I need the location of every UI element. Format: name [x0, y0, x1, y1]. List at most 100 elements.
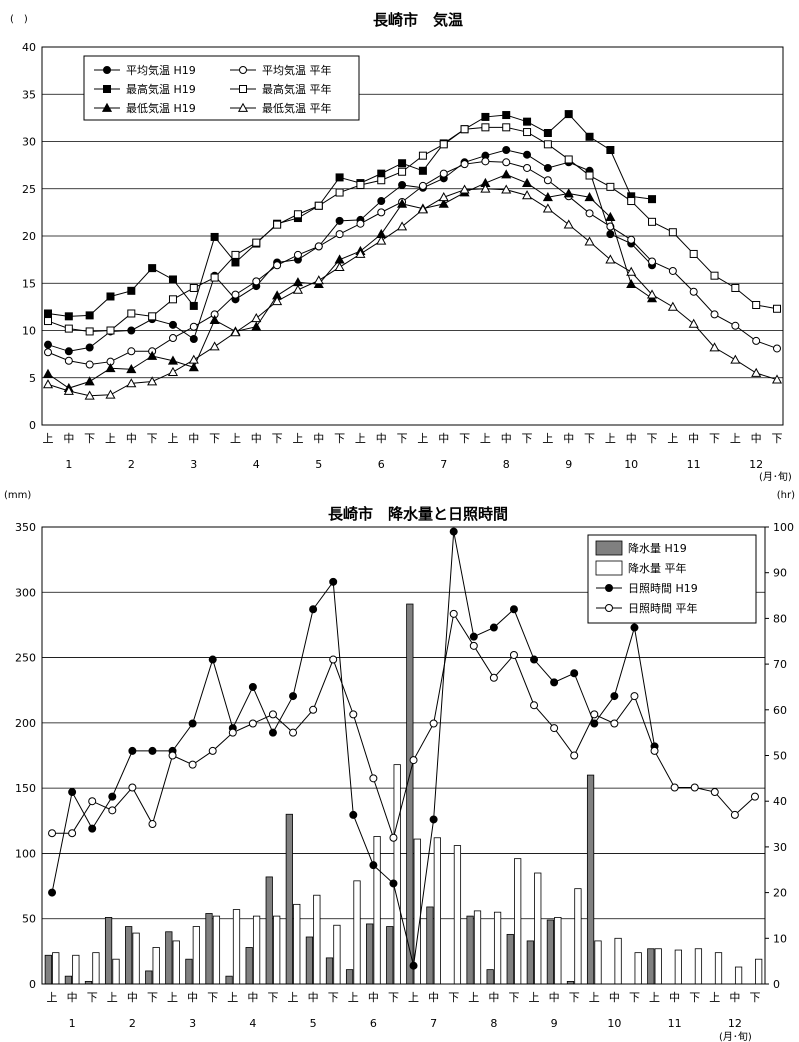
bar [305, 936, 314, 985]
data-point [64, 347, 73, 356]
legend-label: 最低気温 H19 [126, 101, 196, 115]
data-point [530, 701, 539, 710]
series-line [47, 174, 653, 389]
data-point [210, 273, 219, 282]
x-tick-label: 上 [480, 432, 491, 445]
bar [273, 915, 281, 985]
month-label: 9 [565, 458, 572, 471]
bar [205, 913, 213, 985]
bar [353, 880, 361, 985]
bar [232, 909, 241, 985]
x-tick-label: 中 [188, 432, 199, 445]
bar [546, 919, 555, 985]
data-point [84, 390, 95, 400]
data-point [293, 250, 302, 259]
precipitation-y-unit: (mm) [4, 490, 31, 501]
data-point [208, 655, 217, 664]
data-point [688, 318, 699, 328]
precipitation-x-ticks: 上中下上中下上中下上中下上中下上中下上中下上中下上中下上中下上中下上中下1 2 3 4… [47, 991, 761, 1030]
data-point [509, 650, 518, 659]
data-point [439, 140, 448, 149]
x-tick-label: 中 [67, 991, 78, 1004]
bar [112, 958, 120, 985]
data-point [85, 343, 94, 352]
data-point [231, 250, 240, 259]
bar [64, 975, 73, 985]
data-point [585, 171, 594, 180]
bar [333, 924, 341, 985]
legend-label: 日照時間 H19 [628, 582, 698, 595]
data-point [690, 783, 699, 792]
data-point [85, 311, 94, 320]
data-point [252, 277, 261, 286]
month-label: 3 [190, 458, 197, 471]
month-label: 2 [128, 458, 135, 471]
data-point [449, 609, 458, 618]
data-point [417, 204, 428, 214]
bar [506, 933, 514, 985]
data-point [710, 788, 719, 797]
data-point [127, 347, 136, 356]
data-point [105, 363, 116, 373]
data-point [730, 810, 739, 819]
data-point [397, 221, 408, 231]
y-tick-label: 0 [29, 978, 36, 991]
month-label: 8 [490, 1017, 497, 1030]
data-point [48, 829, 57, 838]
bar [52, 952, 60, 985]
data-point [231, 258, 240, 267]
data-point [148, 312, 157, 321]
bar [514, 858, 522, 985]
data-point [377, 208, 386, 217]
data-point [329, 655, 338, 664]
x-tick-label: 中 [251, 432, 262, 445]
series-filled-triangle [42, 169, 658, 393]
data-point [543, 140, 552, 149]
data-point [309, 705, 318, 714]
data-point [585, 209, 594, 218]
data-point [731, 283, 740, 292]
data-point [335, 230, 344, 239]
x-tick-label: 中 [609, 991, 620, 1004]
data-point [126, 378, 137, 388]
y-tick-label: 350 [15, 521, 36, 534]
data-point [248, 682, 257, 691]
legend-marker [605, 604, 613, 612]
bar [473, 910, 482, 985]
data-point [751, 367, 762, 377]
data-point [292, 284, 303, 294]
x-tick-label: 上 [167, 432, 178, 445]
x-tick-label: 下 [584, 432, 595, 445]
data-point [68, 788, 77, 797]
data-point [84, 376, 95, 386]
month-label: 1 [65, 458, 72, 471]
bar [426, 906, 434, 985]
x-tick-label: 下 [147, 432, 158, 445]
data-point [646, 289, 658, 299]
data-point [626, 278, 637, 289]
bar [433, 837, 441, 985]
x-tick-label: 下 [689, 991, 700, 1004]
data-point [329, 577, 338, 586]
month-label: 1 [69, 1017, 76, 1030]
data-point [128, 746, 137, 755]
data-point [438, 192, 449, 202]
data-point [522, 177, 533, 187]
x-tick-label: 上 [167, 991, 178, 1004]
data-point [481, 123, 490, 132]
data-point [168, 275, 177, 284]
data-point [710, 271, 719, 280]
data-point [481, 112, 490, 121]
data-point [248, 719, 257, 728]
data-point [523, 128, 532, 137]
x-tick-label: 中 [247, 991, 258, 1004]
month-label: 3 [189, 1017, 196, 1030]
data-point [168, 334, 177, 343]
data-point [44, 340, 52, 349]
series-filled-circle [44, 146, 657, 356]
x-tick-label: 上 [667, 432, 678, 445]
data-point [502, 111, 511, 120]
x-tick-label: 上 [227, 991, 238, 1004]
